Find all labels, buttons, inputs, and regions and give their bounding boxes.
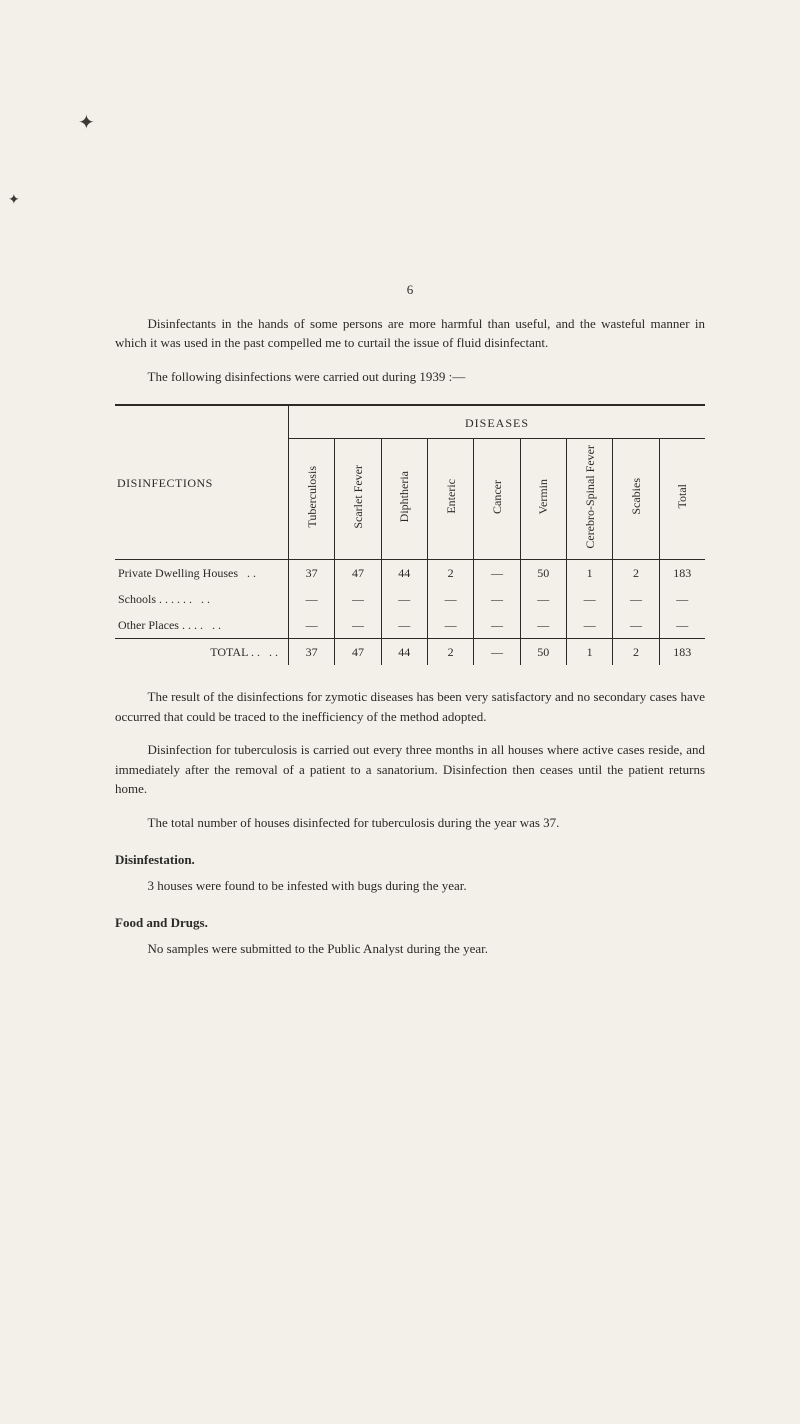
table-row: Private Dwelling Houses . . 37 47 44 2 —… (115, 560, 705, 587)
cell: 47 (335, 560, 381, 587)
cell: 183 (659, 639, 705, 666)
row-label: Schools . . . . . . . . (115, 586, 288, 612)
heading-disinfestation: Disinfestation. (115, 850, 705, 870)
cell: — (427, 586, 473, 612)
col-cancer: Cancer (474, 439, 520, 560)
cell: 2 (427, 639, 473, 666)
paragraph-result: The result of the disinfections for zymo… (115, 687, 705, 726)
page-content: 6 Disinfectants in the hands of some per… (0, 0, 800, 1032)
cell: — (520, 612, 566, 639)
cell: 37 (288, 560, 334, 587)
col-diphtheria: Diphtheria (381, 439, 427, 560)
cell: 183 (659, 560, 705, 587)
row-label: Other Places . . . . . . (115, 612, 288, 639)
heading-food-drugs: Food and Drugs. (115, 913, 705, 933)
cell: — (613, 586, 659, 612)
disinfections-table: DISINFECTIONS DISEASES Tuberculosis Scar… (115, 404, 705, 665)
cell: 1 (566, 560, 612, 587)
col-total: Total (659, 439, 705, 560)
cell: 2 (613, 639, 659, 666)
disinfections-table-wrapper: DISINFECTIONS DISEASES Tuberculosis Scar… (115, 404, 705, 665)
cell: 2 (427, 560, 473, 587)
page-artifact-side: ✦ (8, 192, 20, 209)
table-rowheader-label: DISINFECTIONS (115, 405, 288, 560)
cell: — (381, 612, 427, 639)
paragraph-intro-2: The following disinfections were carried… (115, 367, 705, 387)
cell: 47 (335, 639, 381, 666)
table-diseases-label: DISEASES (288, 405, 705, 439)
row-label: TOTAL . . . . (115, 639, 288, 666)
col-enteric: Enteric (427, 439, 473, 560)
cell: — (474, 639, 520, 666)
paragraph-tb-disinfection: Disinfection for tuberculosis is carried… (115, 740, 705, 799)
table-row: Other Places . . . . . . — — — — — — — —… (115, 612, 705, 639)
col-scabies: Scabies (613, 439, 659, 560)
cell: 37 (288, 639, 334, 666)
cell: 1 (566, 639, 612, 666)
table-row: Schools . . . . . . . . — — — — — — — — … (115, 586, 705, 612)
cell: — (613, 612, 659, 639)
cell: — (288, 612, 334, 639)
cell: — (474, 612, 520, 639)
cell: — (566, 612, 612, 639)
cell: — (474, 586, 520, 612)
cell: — (566, 586, 612, 612)
cell: — (659, 612, 705, 639)
col-vermin: Vermin (520, 439, 566, 560)
cell: — (335, 586, 381, 612)
cell: 50 (520, 639, 566, 666)
cell: — (335, 612, 381, 639)
cell: 2 (613, 560, 659, 587)
cell: — (520, 586, 566, 612)
cell: 44 (381, 639, 427, 666)
col-cerebro-spinal: Cerebro-Spinal Fever (566, 439, 612, 560)
paragraph-disinfestation: 3 houses were found to be infested with … (115, 876, 705, 896)
cell: — (288, 586, 334, 612)
table-total-row: TOTAL . . . . 37 47 44 2 — 50 1 2 183 (115, 639, 705, 666)
cell: — (659, 586, 705, 612)
cell: 44 (381, 560, 427, 587)
page-artifact-top: ✦ (78, 110, 95, 135)
paragraph-food-drugs: No samples were submitted to the Public … (115, 939, 705, 959)
cell: 50 (520, 560, 566, 587)
col-tuberculosis: Tuberculosis (288, 439, 334, 560)
row-label: Private Dwelling Houses . . (115, 560, 288, 587)
page-number: 6 (115, 280, 705, 300)
col-scarlet-fever: Scarlet Fever (335, 439, 381, 560)
paragraph-tb-total: The total number of houses disinfected f… (115, 813, 705, 833)
paragraph-intro-1: Disinfectants in the hands of some perso… (115, 314, 705, 353)
cell: — (381, 586, 427, 612)
cell: — (474, 560, 520, 587)
cell: — (427, 612, 473, 639)
